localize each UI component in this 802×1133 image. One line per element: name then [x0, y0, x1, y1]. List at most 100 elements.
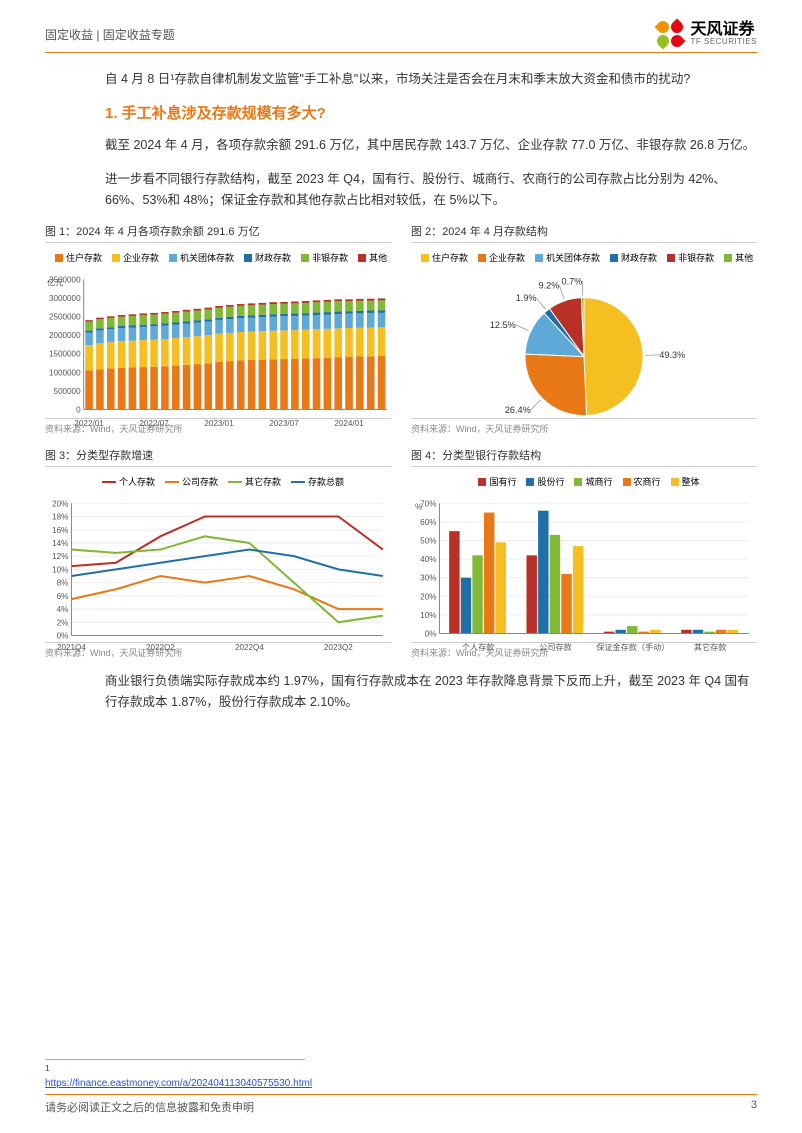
svg-text:亿元: 亿元: [47, 277, 63, 287]
fig1-legend: 住户存款企业存款机关团体存款财政存款非银存款其他: [45, 249, 391, 268]
svg-text:2023/01: 2023/01: [204, 419, 234, 428]
legend-label: 存款总额: [308, 475, 344, 488]
footer-page-number: 3: [751, 1099, 757, 1115]
legend-item: 公司存款: [165, 475, 218, 488]
legend-label: 非银存款: [678, 251, 714, 264]
legend-item: 非银存款: [667, 251, 714, 264]
svg-text:个人存款: 个人存款: [462, 642, 495, 652]
figure-3: 图 3：分类型存款增速 个人存款公司存款其它存款存款总额 0%2%4%6%8%1…: [45, 447, 391, 659]
legend-swatch: [291, 481, 305, 483]
fig4-caption: 图 4：分类型银行存款结构: [411, 447, 757, 467]
svg-text:1.9%: 1.9%: [516, 293, 537, 303]
svg-text:12%: 12%: [52, 552, 68, 561]
fig3-caption: 图 3：分类型存款增速: [45, 447, 391, 467]
legend-item: 其他: [358, 251, 387, 264]
fig3-legend: 个人存款 公司存款其它存款 存款总额: [45, 473, 391, 492]
legend-item: 存款总额: [291, 475, 344, 488]
legend-swatch: [623, 478, 631, 486]
legend-item: 机关团体存款: [169, 251, 234, 264]
svg-text:60%: 60%: [420, 518, 436, 527]
legend-label: 企业存款: [123, 251, 159, 264]
legend-swatch: [526, 478, 534, 486]
svg-text:70%: 70%: [420, 499, 436, 508]
legend-swatch: [55, 254, 63, 262]
intro-paragraph: 自 4 月 8 日¹存款自律机制发文监管"手工补息"以来，市场关注是否会在月末和…: [105, 69, 757, 90]
legend-swatch: [112, 254, 120, 262]
svg-text:0%: 0%: [57, 632, 69, 641]
petal: [669, 33, 686, 50]
svg-text:14%: 14%: [52, 539, 68, 548]
legend-item: 国有行: [478, 475, 516, 488]
legend-item: 企业存款: [112, 251, 159, 264]
legend-item: 住户存款: [421, 251, 468, 264]
legend-item: 城商行: [574, 475, 612, 488]
svg-text:26.4%: 26.4%: [505, 405, 531, 415]
fig2-caption: 图 2：2024 年 4 月存款结构: [411, 223, 757, 243]
legend-item: 财政存款: [610, 251, 657, 264]
header-category: 固定收益 | 固定收益专题: [45, 26, 175, 43]
petal: [655, 33, 672, 50]
legend-swatch: [165, 481, 179, 483]
legend-swatch: [478, 478, 486, 486]
svg-text:500000: 500000: [53, 387, 81, 396]
svg-text:2022/07: 2022/07: [139, 419, 169, 428]
legend-swatch: [421, 254, 429, 262]
legend-label: 个人存款: [119, 475, 155, 488]
svg-text:2%: 2%: [57, 618, 69, 627]
legend-label: 机关团体存款: [546, 251, 600, 264]
legend-label: 城商行: [585, 475, 612, 488]
svg-text:2000000: 2000000: [49, 331, 81, 340]
fig4-legend: 国有行股份行城商行农商行整体: [411, 473, 757, 492]
fig1-caption: 图 1：2024 年 4 月各项存款余额 291.6 万亿: [45, 223, 391, 243]
legend-swatch: [244, 254, 252, 262]
svg-text:10%: 10%: [52, 565, 68, 574]
svg-text:12.5%: 12.5%: [490, 320, 516, 330]
footnote: 1 https://finance.eastmoney.com/a/202404…: [45, 1059, 305, 1089]
svg-text:50%: 50%: [420, 537, 436, 546]
svg-text:30%: 30%: [420, 574, 436, 583]
svg-text:16%: 16%: [52, 526, 68, 535]
legend-label: 其他: [735, 251, 753, 264]
logo-en: TF SECURITIES: [690, 38, 757, 47]
legend-label: 住户存款: [66, 251, 102, 264]
legend-label: 农商行: [634, 475, 661, 488]
legend-label: 其他: [369, 251, 387, 264]
petal: [669, 19, 686, 36]
legend-swatch: [574, 478, 582, 486]
legend-item: 其它存款: [228, 475, 281, 488]
svg-text:9.2%: 9.2%: [539, 280, 560, 290]
legend-label: 企业存款: [489, 251, 525, 264]
svg-text:0.7%: 0.7%: [562, 276, 583, 286]
svg-text:2021Q4: 2021Q4: [57, 643, 86, 652]
legend-label: 股份行: [537, 475, 564, 488]
logo-cn: 天风证券: [690, 21, 757, 39]
svg-text:18%: 18%: [52, 513, 68, 522]
svg-text:2022Q4: 2022Q4: [235, 643, 264, 652]
svg-text:49.3%: 49.3%: [659, 350, 685, 360]
legend-label: 住户存款: [432, 251, 468, 264]
footer-disclaimer: 请务必阅读正文之后的信息披露和免责申明: [45, 1099, 254, 1115]
legend-item: 个人存款: [102, 475, 155, 488]
svg-text:40%: 40%: [420, 555, 436, 564]
legend-swatch: [535, 254, 543, 262]
fig3-chart: 个人存款公司存款其它存款存款总额 0%2%4%6%8%10%12%14%16%1…: [45, 473, 391, 643]
legend-swatch: [301, 254, 309, 262]
logo-icon: [656, 20, 684, 48]
paragraph-3: 商业银行负债端实际存款成本约 1.97%，国有行存款成本在 2023 年存款降息…: [105, 671, 757, 714]
svg-text:2500000: 2500000: [49, 313, 81, 322]
legend-label: 机关团体存款: [180, 251, 234, 264]
section-1-title: 1. 手工补息涉及存款规模有多大?: [105, 102, 757, 123]
figure-1: 图 1：2024 年 4 月各项存款余额 291.6 万亿 住户存款 企业存款 机关…: [45, 223, 391, 435]
svg-text:3000000: 3000000: [49, 294, 81, 303]
legend-item: 机关团体存款: [535, 251, 600, 264]
legend-label: 公司存款: [182, 475, 218, 488]
svg-text:1500000: 1500000: [49, 350, 81, 359]
page-footer: 请务必阅读正文之后的信息披露和免责申明 3: [45, 1094, 757, 1115]
legend-swatch: [102, 481, 116, 483]
svg-text:2023Q2: 2023Q2: [324, 643, 353, 652]
svg-text:2023/07: 2023/07: [269, 419, 299, 428]
page-header: 固定收益 | 固定收益专题 天风证券 TF SECURITIES: [45, 20, 757, 53]
footnote-link[interactable]: https://finance.eastmoney.com/a/20240411…: [45, 1078, 312, 1089]
figure-2: 图 2：2024 年 4 月存款结构 住户存款 企业存款 机关团体存款财政存款 非银存…: [411, 223, 757, 435]
legend-swatch: [610, 254, 618, 262]
